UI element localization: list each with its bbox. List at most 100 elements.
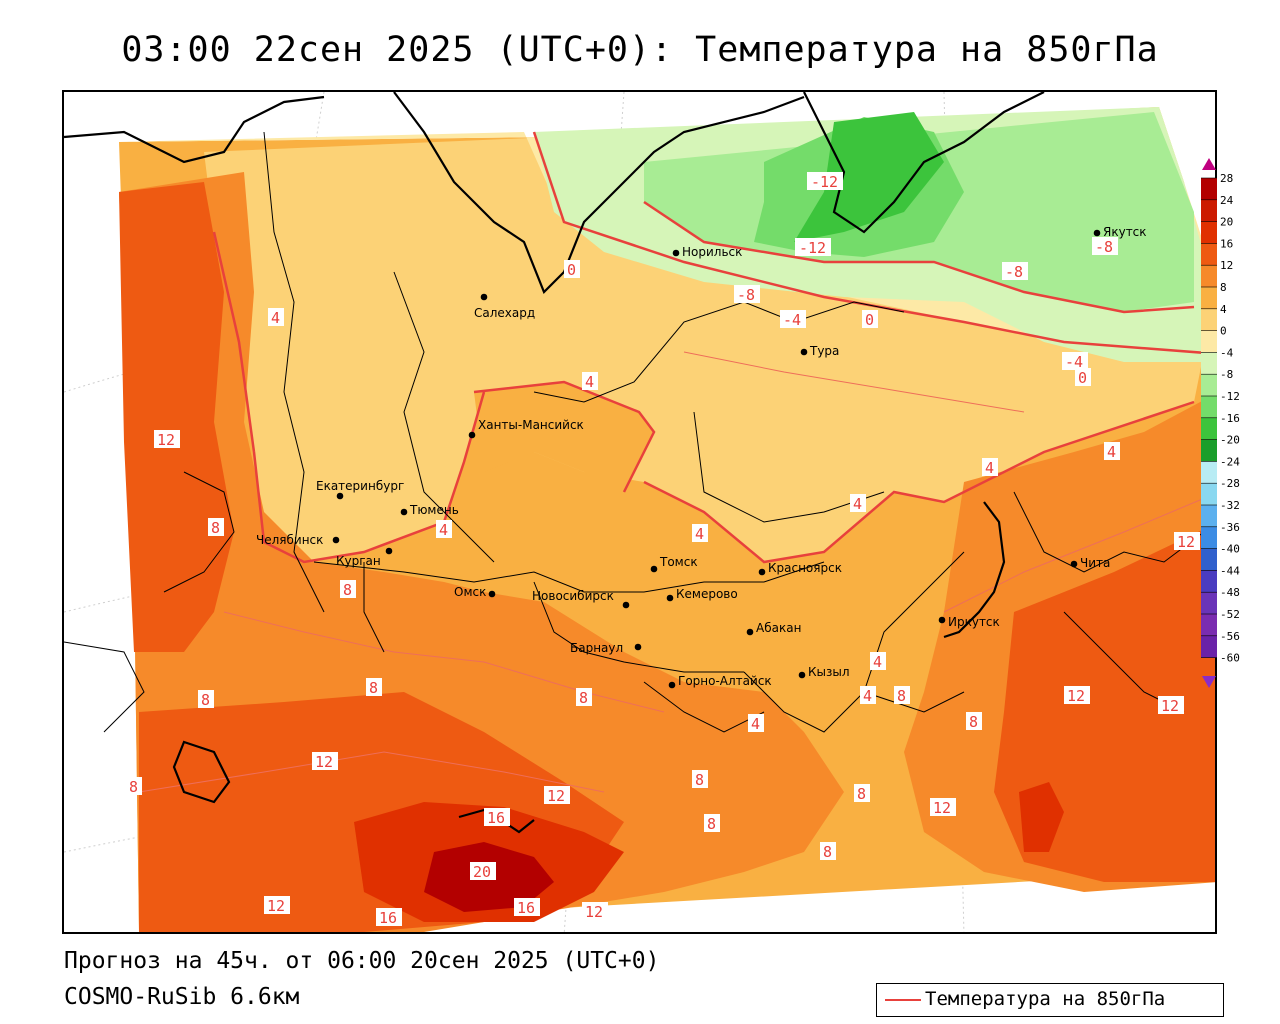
svg-text:16: 16 xyxy=(487,809,505,827)
iso-label: 4 xyxy=(870,652,886,671)
legend-line-swatch xyxy=(885,999,921,1001)
color-scale-tick-label: 16 xyxy=(1220,237,1233,250)
svg-text:Горно-Алтайск: Горно-Алтайск xyxy=(678,674,772,688)
color-scale-step xyxy=(1201,265,1217,287)
color-scale-tick-label: 20 xyxy=(1220,216,1233,229)
city-krasnoyarsk: Красноярск xyxy=(758,561,842,576)
zone-4-8-island xyxy=(474,382,654,492)
temperature-color-scale: 28 24 20 16 12 8 4 0 -4 -8 -12 -16 -20 -24 -28 -32 -36 -4… xyxy=(1201,158,1240,688)
svg-text:4: 4 xyxy=(853,495,862,513)
color-scale-step xyxy=(1201,308,1217,331)
svg-text:Челябинск: Челябинск xyxy=(256,533,323,547)
iso-label: -4 xyxy=(1062,352,1088,371)
isotherms xyxy=(212,131,1215,564)
svg-text:4: 4 xyxy=(271,309,280,327)
color-scale-step xyxy=(1201,461,1217,484)
color-scale-tick-label: -28 xyxy=(1220,477,1240,490)
color-scale-step xyxy=(1201,178,1217,200)
iso-label: 8 xyxy=(704,814,720,833)
color-scale-tick-label: -16 xyxy=(1220,412,1240,425)
city-gorno-altaysk: Горно-Алтайск xyxy=(668,674,772,689)
color-scale-step xyxy=(1201,330,1217,353)
city-markers: Норильск Якутск Салехард Тура Ханты-Манс… xyxy=(256,225,1147,689)
svg-text:Салехард: Салехард xyxy=(474,306,535,320)
forecast-info: Прогноз на 45ч. от 06:00 20сен 2025 (UTC… xyxy=(64,948,660,974)
svg-text:12: 12 xyxy=(315,753,333,771)
svg-text:Екатеринбург: Екатеринбург xyxy=(316,479,404,493)
iso-label: 8 xyxy=(966,712,982,731)
svg-text:16: 16 xyxy=(517,899,535,917)
color-scale-tick-label: -12 xyxy=(1220,390,1240,403)
iso-label: -8 xyxy=(1092,237,1118,256)
svg-text:8: 8 xyxy=(707,815,716,833)
iso-label: 4 xyxy=(692,524,708,543)
color-scale-step xyxy=(1201,548,1217,571)
color-scale-tick-label: 4 xyxy=(1220,303,1227,316)
city-tura: Тура xyxy=(800,344,839,358)
city-irkutsk: Иркутск xyxy=(938,615,1000,629)
iso-label: 12 xyxy=(264,896,290,915)
svg-text:4: 4 xyxy=(863,687,872,705)
svg-text:Якутск: Якутск xyxy=(1103,225,1147,239)
iso-label: 4 xyxy=(860,686,876,705)
iso-label: 8 xyxy=(366,678,382,697)
color-scale-step xyxy=(1201,526,1217,549)
city-chita: Чита xyxy=(1070,556,1110,570)
color-scale-step xyxy=(1201,243,1217,266)
color-scale-tick-label: -40 xyxy=(1220,543,1240,556)
iso-label: 4 xyxy=(436,520,452,539)
iso-label: 8 xyxy=(198,690,214,709)
color-scale-step xyxy=(1201,483,1217,505)
legend-label: Температура на 850гПа xyxy=(925,988,1166,1010)
svg-text:-8: -8 xyxy=(1005,263,1023,281)
iso-label: 12 xyxy=(1174,532,1200,551)
color-scale-step xyxy=(1201,417,1217,440)
svg-text:8: 8 xyxy=(857,785,866,803)
iso-label: 8 xyxy=(894,686,910,705)
color-scale-tick-label: -48 xyxy=(1220,586,1240,599)
iso-label: 8 xyxy=(208,518,224,537)
iso-label: 4 xyxy=(982,458,998,477)
svg-text:Омск: Омск xyxy=(454,585,486,599)
color-scale-step xyxy=(1201,505,1217,527)
svg-text:Абакан: Абакан xyxy=(756,621,801,635)
legend: Температура на 850гПа xyxy=(876,983,1224,1017)
svg-text:4: 4 xyxy=(695,525,704,543)
zone-0-4 xyxy=(204,137,1204,562)
svg-text:Тура: Тура xyxy=(809,344,839,358)
svg-text:Курган: Курган xyxy=(336,554,381,568)
svg-text:8: 8 xyxy=(201,691,210,709)
svg-text:12: 12 xyxy=(267,897,285,915)
iso-label: -8 xyxy=(734,285,760,304)
color-scale-step xyxy=(1201,221,1217,244)
coastlines xyxy=(64,92,1045,834)
svg-text:-8: -8 xyxy=(737,286,755,304)
color-scale-tick-label: -56 xyxy=(1220,630,1240,643)
svg-text:8: 8 xyxy=(343,581,352,599)
iso-label: 16 xyxy=(376,908,402,927)
svg-text:Барнаул: Барнаул xyxy=(570,641,623,655)
svg-text:0: 0 xyxy=(865,311,874,329)
color-scale-tick-label: -36 xyxy=(1220,521,1240,534)
svg-text:12: 12 xyxy=(547,787,565,805)
city-yekaterinburg: Екатеринбург xyxy=(316,479,404,500)
svg-text:4: 4 xyxy=(985,459,994,477)
city-kyzyl: Кызыл xyxy=(798,665,850,679)
zone-minus16 xyxy=(794,112,944,242)
city-tyumen: Тюмень xyxy=(400,503,459,517)
svg-text:8: 8 xyxy=(969,713,978,731)
svg-text:16: 16 xyxy=(379,909,397,927)
svg-text:12: 12 xyxy=(157,431,175,449)
iso-label: 16 xyxy=(514,898,540,917)
svg-text:-4: -4 xyxy=(783,311,801,329)
color-scale-step xyxy=(1201,352,1217,375)
iso-label: -8 xyxy=(1002,262,1028,281)
svg-text:Иркутск: Иркутск xyxy=(948,615,1000,629)
svg-text:8: 8 xyxy=(129,778,138,796)
city-barnaul: Барнаул xyxy=(570,641,642,655)
color-scale-step xyxy=(1201,374,1217,396)
color-scale-step xyxy=(1201,614,1217,636)
map-title: 03:00 22сен 2025 (UTC+0): Температура на… xyxy=(121,30,1159,70)
svg-text:12: 12 xyxy=(933,799,951,817)
zone-16-east-spot xyxy=(1019,782,1064,852)
